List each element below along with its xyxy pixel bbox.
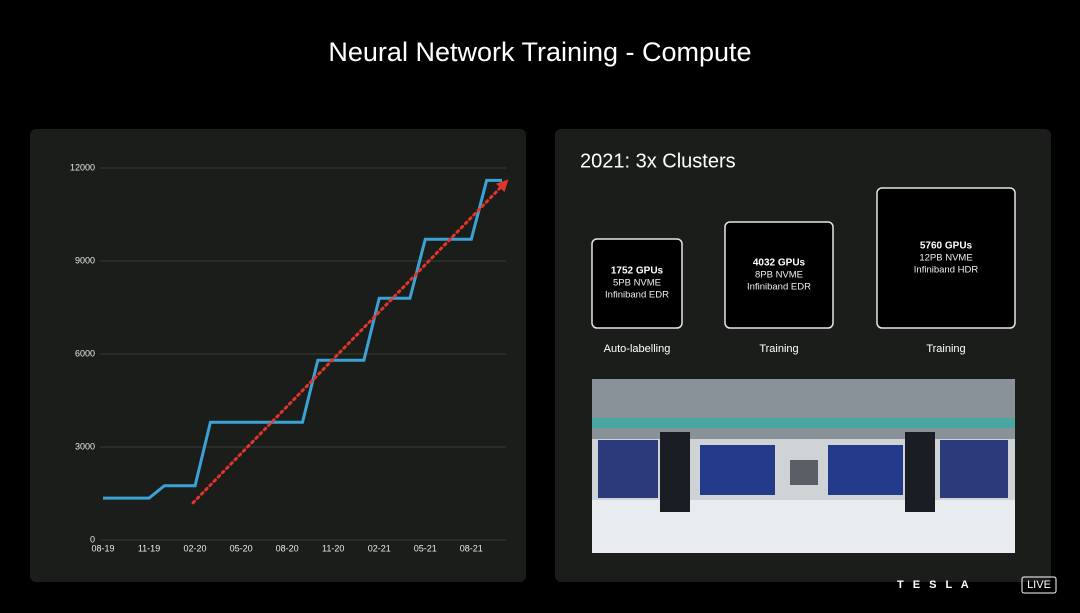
cluster-storage: 8PB NVME (755, 270, 803, 281)
x-tick-label: 02-21 (368, 543, 391, 553)
x-tick-label: 08-19 (91, 543, 114, 553)
cluster-network: Infiniband HDR (914, 265, 979, 276)
cluster-label: Training (759, 343, 798, 355)
y-tick-label: 12000 (70, 162, 95, 172)
cluster-storage: 12PB NVME (919, 253, 972, 264)
y-tick-label: 0 (90, 534, 95, 544)
badge-frame (1021, 576, 1057, 594)
cluster-storage: 5PB NVME (613, 278, 661, 289)
brand-badge: LIVE (1027, 579, 1051, 591)
cluster-box (876, 187, 1016, 329)
y-tick-label: 6000 (75, 348, 95, 358)
chart-panel (30, 129, 526, 582)
datacenter-photo (592, 379, 1015, 553)
cluster-gpus: 5760 GPUs (920, 241, 973, 252)
cluster-network: Infiniband EDR (605, 290, 669, 301)
x-tick-label: 05-21 (414, 543, 437, 553)
x-tick-label: 05-20 (230, 543, 253, 553)
x-tick-label: 08-20 (276, 543, 299, 553)
cluster-network: Infiniband EDR (747, 282, 811, 293)
cluster-box (591, 238, 683, 329)
cluster-gpus: 1752 GPUs (611, 266, 664, 277)
x-tick-label: 11-19 (138, 543, 160, 553)
x-tick-label: 02-20 (184, 543, 207, 553)
data-line (103, 178, 502, 500)
cluster-label: Training (926, 343, 965, 355)
y-tick-label: 3000 (75, 441, 95, 451)
slide-title: Neural Network Training - Compute (328, 37, 751, 67)
chart: 0 3000 6000 9000 12000 08-19 11-19 02-20 05-20 08… (70, 162, 509, 553)
x-tick-label: 11-20 (322, 543, 344, 553)
cluster-gpus: 4032 GPUs (753, 258, 806, 269)
cluster-box (724, 221, 834, 329)
x-tick-label: 08-21 (460, 543, 483, 553)
cluster-label: Auto-labelling (604, 343, 671, 355)
y-tick-label: 9000 (75, 255, 95, 265)
trend-arrow (191, 179, 509, 505)
brand-logo: T E S L A (897, 579, 972, 591)
cluster-title: 2021: 3x Clusters (580, 150, 736, 172)
